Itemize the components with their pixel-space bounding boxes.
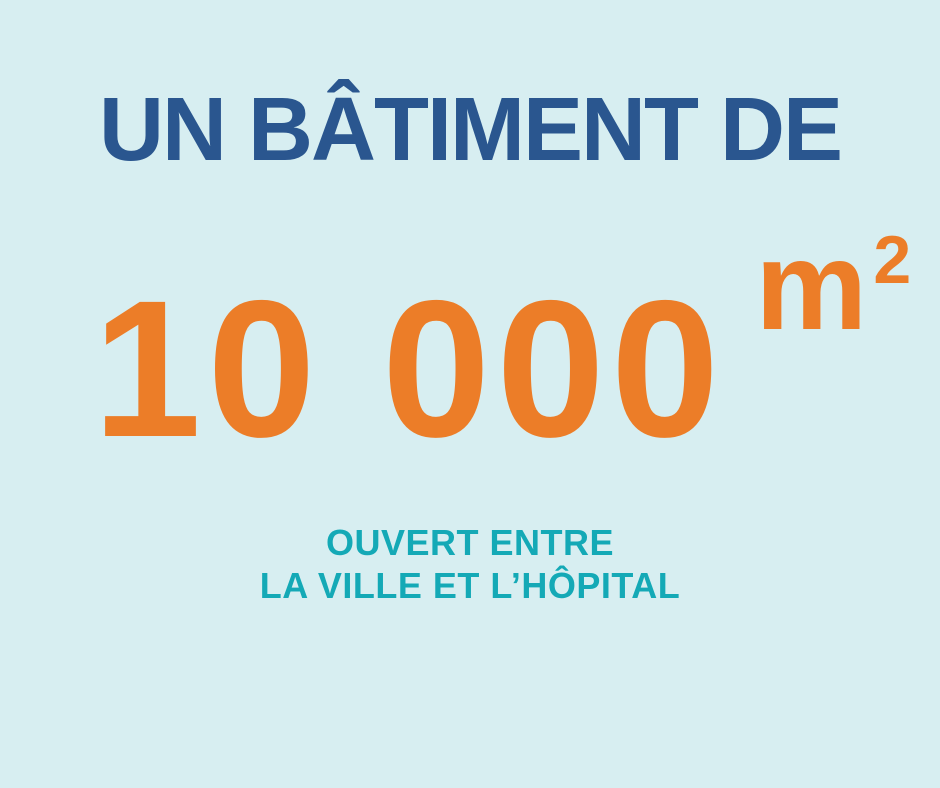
subtitle-line-1: OUVERT ENTRE	[325, 522, 615, 563]
stat-unit-exponent: 2	[873, 222, 912, 298]
heading-title: UN BÂTIMENT DE	[99, 80, 843, 180]
stat-value: 10 000	[92, 260, 726, 478]
subtitle-line-2: LA VILLE ET L’HÔPITAL	[259, 565, 681, 606]
stat-unit: m2	[755, 223, 911, 349]
stat-row: 10 000 m2	[32, 223, 940, 478]
stat-unit-base: m	[755, 215, 868, 356]
subtitle: OUVERT ENTRE LA VILLE ET L’HÔPITAL	[0, 521, 940, 607]
